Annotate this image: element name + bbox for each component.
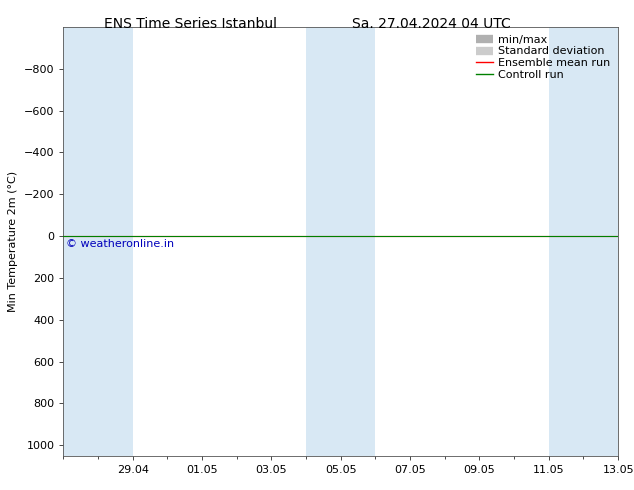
Y-axis label: Min Temperature 2m (°C): Min Temperature 2m (°C)	[8, 171, 18, 312]
Text: © weatheronline.in: © weatheronline.in	[66, 239, 174, 249]
Legend: min/max, Standard deviation, Ensemble mean run, Controll run: min/max, Standard deviation, Ensemble me…	[474, 32, 612, 82]
Text: Sa. 27.04.2024 04 UTC: Sa. 27.04.2024 04 UTC	[352, 17, 510, 31]
Bar	[549, 27, 618, 456]
Text: ENS Time Series Istanbul: ENS Time Series Istanbul	[104, 17, 276, 31]
Bar	[63, 27, 133, 456]
Bar	[306, 27, 375, 456]
